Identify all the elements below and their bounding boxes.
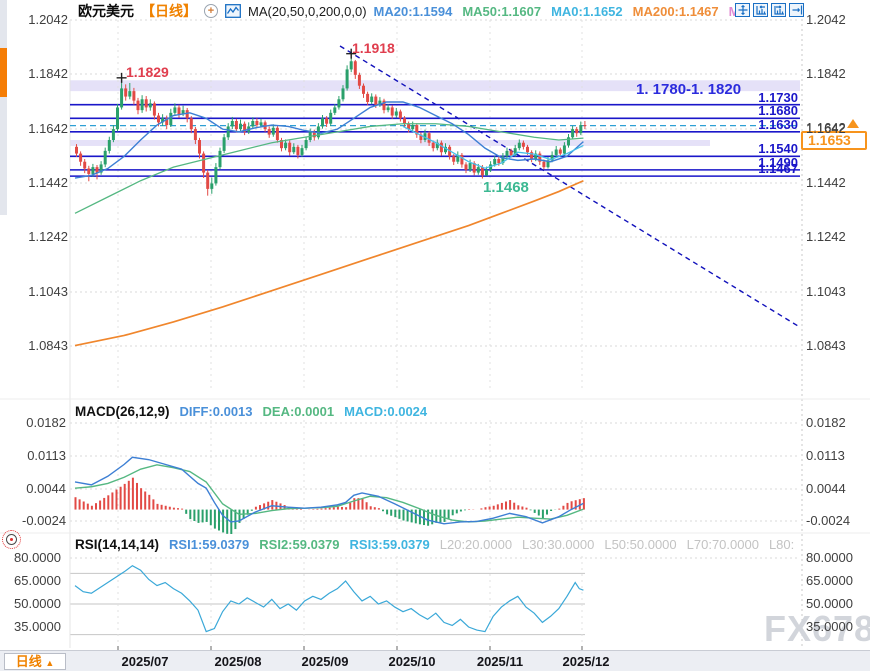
rsi-level-threshold-label: L30:30.0000	[522, 537, 595, 552]
rsi-value-label: RSI2:59.0379	[259, 537, 340, 552]
axis-label-left: 1.2042	[28, 12, 68, 27]
step-forward-icon[interactable]	[789, 3, 804, 17]
rsi-header: RSI(14,14,14) RSI1:59.0379 RSI2:59.0379 RS…	[75, 537, 794, 552]
sr-level-label: 1.1730	[758, 89, 798, 105]
axis-label-left: 1.0843	[28, 338, 68, 353]
chart-header: 欧元美元 【日线】 + MA(20,50,0,200,0,0) MA20:1.1…	[78, 1, 739, 21]
macd-value-label: DIFF:0.0013	[179, 404, 253, 419]
period-title: 【日线】	[141, 3, 197, 19]
pan-right-icon[interactable]	[771, 3, 786, 17]
rsi-values: RSI1:59.0379 RSI2:59.0379 RSI3:59.0379	[169, 537, 430, 552]
sr-level-label: 1.1467	[758, 161, 798, 177]
period-selector-label: 日线	[15, 654, 42, 669]
axis-label-right: 1.1442	[806, 175, 846, 190]
axis-label-right: 0.0182	[806, 415, 846, 430]
axis-label-right: 1.1043	[806, 284, 846, 299]
axis-label-left: 80.0000	[14, 550, 61, 565]
axis-label-right: 50.0000	[806, 596, 853, 611]
move-crosshair-icon[interactable]	[735, 3, 750, 17]
add-compare-icon[interactable]: +	[204, 4, 218, 18]
axis-label-left: 35.0000	[14, 619, 61, 634]
resistance-zone-label: 1. 1780-1. 1820	[636, 81, 742, 98]
rsi-value-label: RSI3:59.0379	[349, 537, 430, 552]
macd-header: MACD(26,12,9) DIFF:0.0013 DEA:0.0001 MACD:…	[75, 404, 427, 419]
ma-value-label: MA50:1.1607	[462, 3, 542, 19]
sr-level-label: 1.1630	[758, 116, 798, 132]
price-annotation: 1.1468	[483, 179, 529, 196]
sr-level-label: 1.1680	[758, 103, 798, 119]
left-scroll-track[interactable]	[0, 0, 7, 215]
ma-values: MA20:1.1594 MA50:1.1607 MA0:1.1652 MA200:1.…	[374, 4, 740, 19]
x-axis-date-label: 2025/10	[388, 654, 436, 669]
axis-label-right: 1.2042	[806, 12, 846, 27]
axis-label-right: 0.0044	[806, 481, 846, 496]
macd-value-label: DEA:0.0001	[262, 404, 335, 419]
rsi-title: RSI(14,14,14)	[75, 537, 160, 552]
ma-settings-label: MA(20,50,0,200,0,0)	[248, 3, 367, 19]
macd-title: MACD(26,12,9)	[75, 404, 170, 419]
price-up-arrow-icon	[847, 119, 859, 128]
axis-label-right: 1.1642	[806, 121, 846, 136]
axis-label-left: 0.0113	[27, 448, 66, 463]
axis-label-left: 0.0182	[26, 415, 66, 430]
axis-label-left: -0.0024	[22, 513, 67, 528]
axis-label-right: 1.1242	[806, 229, 846, 244]
price-annotation: 1.1829	[126, 64, 169, 80]
macd-value-label: MACD:0.0024	[344, 404, 428, 419]
current-price-tag: 1.1653	[801, 131, 867, 150]
indicator-chart-icon[interactable]	[225, 4, 241, 18]
fx678-watermark: FX678	[764, 608, 870, 649]
axis-label-right: 1.0843	[806, 338, 846, 353]
axis-label-left: 1.1442	[28, 175, 68, 190]
x-axis-date-label: 2025/07	[121, 654, 169, 669]
ma-value-label: MA200:1.1467	[632, 3, 719, 19]
bottom-bar: 日线 ▲ 2025/07 2025/08 2025/09 2025/10 2025/11…	[0, 650, 870, 671]
axis-label-left: 1.1242	[28, 229, 68, 244]
axis-label-right: -0.0024	[806, 513, 851, 528]
x-axis-date-label: 2025/08	[214, 654, 262, 669]
chart-toolbar	[735, 3, 804, 17]
rsi-level-labels: L20:20.0000 L30:30.0000 L50:50.0000 L70:70.…	[440, 537, 795, 552]
axis-label-left: 65.0000	[14, 573, 61, 588]
left-scroll-thumb[interactable]	[0, 48, 7, 97]
macd-values: DIFF:0.0013 DEA:0.0001 MACD:0.0024	[180, 404, 428, 419]
ma-value-label: M	[729, 4, 740, 19]
sr-level-label: 1.1490	[758, 154, 798, 170]
period-selector-button[interactable]: 日线 ▲	[4, 653, 66, 670]
ma-value-label: MA20:1.1594	[373, 3, 453, 19]
x-axis-date-label: 2025/09	[301, 654, 349, 669]
ma-value-label: MA0:1.1652	[551, 3, 623, 19]
rsi-level-threshold-label: L50:50.0000	[604, 537, 677, 552]
rsi-level-threshold-label: L20:20.0000	[439, 537, 513, 552]
x-axis-date-label: 2025/11	[476, 654, 524, 669]
axis-label-right: 65.0000	[806, 573, 853, 588]
symbol-title: 欧元美元	[78, 3, 134, 19]
pan-left-icon[interactable]	[753, 3, 768, 17]
price-annotation: 1.1918	[352, 40, 395, 56]
axis-label-left: 50.0000	[14, 596, 61, 611]
x-axis-date-label: 2025/12	[562, 654, 610, 669]
indicator-settings-icon[interactable]	[2, 530, 21, 549]
axis-label-left: 1.1043	[28, 284, 68, 299]
axis-label-left: 0.0044	[26, 481, 66, 496]
axis-label-left: 1.1842	[28, 66, 68, 81]
axis-label-right: 0.0113	[806, 448, 845, 463]
axis-label-right: 80.0000	[806, 550, 853, 565]
rsi-value-label: RSI1:59.0379	[169, 537, 250, 552]
rsi-level-threshold-label: L70:70.0000	[686, 537, 759, 552]
axis-label-left: 1.1642	[28, 121, 68, 136]
rsi-level-threshold-label: L80:	[768, 537, 795, 552]
axis-label-right: 1.1842	[806, 66, 846, 81]
sr-level-label: 1.1540	[758, 141, 798, 157]
period-selector-arrow-icon: ▲	[45, 658, 55, 668]
axis-label-right: 35.0000	[806, 619, 853, 634]
